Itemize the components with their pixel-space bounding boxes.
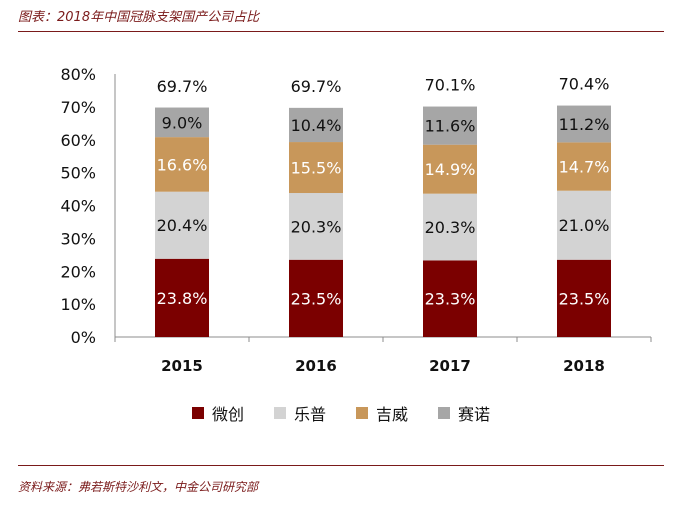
stacked-bar-chart: 0% 10% 20% 30% 40% 50% 60% 70% 80% 23.8% 20.4% 16.6… (0, 0, 682, 400)
y-tick-label: 50% (60, 164, 96, 183)
data-label: 10.4% (291, 116, 342, 135)
data-label: 15.5% (291, 159, 342, 178)
total-label: 70.4% (559, 75, 610, 94)
data-label: 11.2% (559, 115, 610, 134)
legend-item-jiwei: 吉威 (356, 401, 408, 425)
y-tick-label: 20% (60, 262, 96, 281)
legend: 微创 乐普 吉威 赛诺 (0, 401, 682, 425)
total-label: 69.7% (291, 77, 342, 96)
y-tick-label: 60% (60, 131, 96, 150)
legend-item-weichuang: 微创 (192, 401, 244, 425)
data-label: 20.3% (425, 218, 476, 237)
data-label: 9.0% (162, 113, 203, 132)
legend-label-jiwei: 吉威 (376, 401, 408, 425)
legend-item-sainuo: 赛诺 (438, 401, 490, 425)
x-category-label: 2016 (295, 357, 337, 375)
data-label: 23.5% (559, 289, 610, 308)
y-tick-label: 10% (60, 295, 96, 314)
data-label: 16.6% (157, 155, 208, 174)
total-label: 70.1% (425, 76, 476, 95)
legend-label-sainuo: 赛诺 (458, 401, 490, 425)
legend-swatch-jiwei (356, 407, 368, 419)
x-category-label: 2015 (161, 357, 203, 375)
legend-label-weichuang: 微创 (212, 401, 244, 425)
legend-swatch-lepu (274, 407, 286, 419)
data-label: 20.4% (157, 216, 208, 235)
y-tick-label: 80% (60, 65, 96, 84)
y-tick-label: 0% (71, 328, 96, 347)
y-tick-label: 30% (60, 229, 96, 248)
data-label: 20.3% (291, 217, 342, 236)
legend-swatch-sainuo (438, 407, 450, 419)
legend-swatch-weichuang (192, 407, 204, 419)
y-tick-label: 40% (60, 197, 96, 216)
y-tick-label: 70% (60, 98, 96, 117)
data-label: 14.7% (559, 158, 610, 177)
legend-label-lepu: 乐普 (294, 401, 326, 425)
x-category-label: 2017 (429, 357, 471, 375)
data-label: 14.9% (425, 160, 476, 179)
bottom-rule (18, 465, 664, 466)
total-label: 69.7% (157, 77, 208, 96)
legend-item-lepu: 乐普 (274, 401, 326, 425)
data-label: 11.6% (425, 117, 476, 136)
x-category-label: 2018 (563, 357, 605, 375)
data-label: 23.8% (157, 289, 208, 308)
data-label: 23.5% (291, 289, 342, 308)
data-label: 21.0% (559, 216, 610, 235)
data-label: 23.3% (425, 290, 476, 309)
source-note: 资料来源：弗若斯特沙利文，中金公司研究部 (18, 478, 258, 495)
